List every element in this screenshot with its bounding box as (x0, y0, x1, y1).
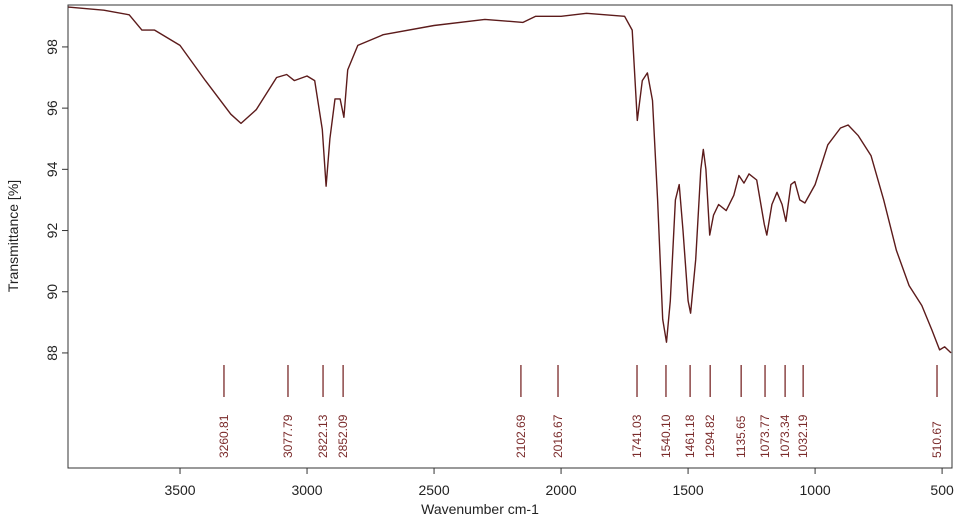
spectrum-line (68, 6, 952, 354)
y-tick-label: 98 (44, 39, 60, 55)
x-tick-label: 3500 (164, 482, 195, 498)
peak-label: 2852.09 (336, 414, 350, 458)
y-tick-label: 92 (44, 223, 60, 239)
peak-label: 2822.13 (316, 414, 330, 458)
x-tick-label: 1000 (800, 482, 831, 498)
peak-label: 2016.67 (551, 414, 565, 458)
x-tick-label: 500 (930, 482, 954, 498)
x-tick-label: 3000 (291, 482, 322, 498)
y-tick-label: 88 (44, 345, 60, 361)
x-axis-label: Wavenumber cm-1 (421, 501, 539, 517)
peak-label: 1135.65 (734, 415, 748, 458)
y-tick-label: 96 (44, 100, 60, 116)
peak-label: 1073.77 (758, 414, 772, 458)
y-tick-label: 94 (44, 161, 60, 177)
x-tick-label: 2000 (545, 482, 576, 498)
y-axis-label: Transmittance [%] (5, 180, 21, 292)
peak-label: 1741.03 (630, 414, 644, 458)
x-tick-label: 1500 (672, 482, 703, 498)
peak-label: 1032.19 (796, 414, 810, 458)
x-tick-label: 2500 (418, 482, 449, 498)
peak-label: 1073.34 (778, 414, 792, 458)
peak-label: 1461.18 (683, 414, 697, 458)
peak-label: 3260.81 (217, 414, 231, 458)
peak-label: 3077.79 (281, 414, 295, 458)
peak-label: 2102.69 (514, 414, 528, 458)
peak-label: 1540.10 (659, 414, 673, 458)
y-tick-label: 90 (44, 284, 60, 300)
peak-label: 510.67 (930, 421, 944, 458)
peak-label: 1294.82 (703, 414, 717, 458)
plot-frame (67, 4, 953, 469)
